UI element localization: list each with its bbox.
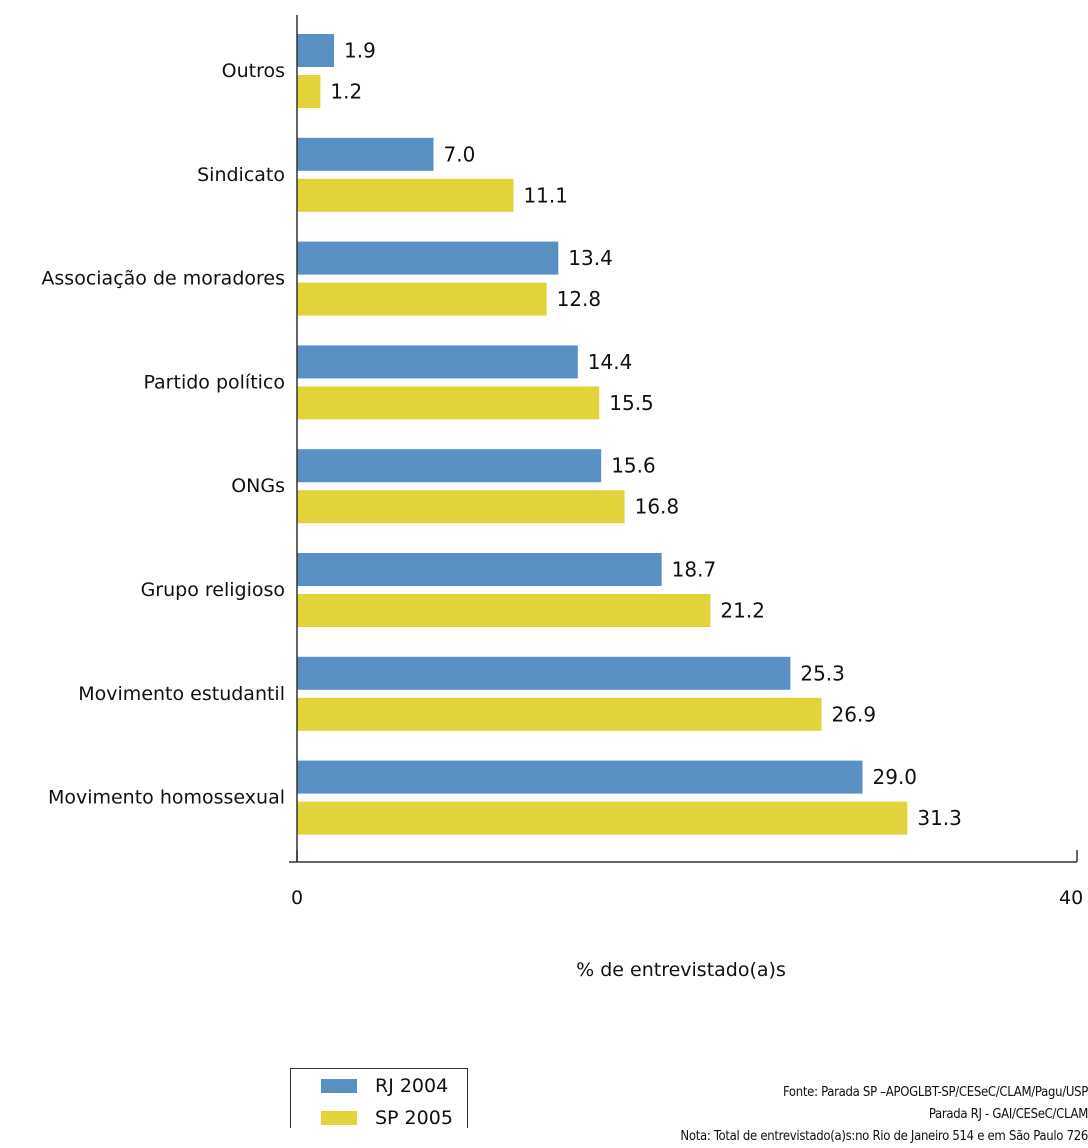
data-label: 7.0 <box>444 142 476 166</box>
category-label: Grupo religioso <box>141 579 285 601</box>
source-note-line: Fonte: Parada SP –APOGLBT-SP/CESeC/CLAM/… <box>782 1085 1088 1100</box>
category-label: Partido político <box>143 371 285 393</box>
bar-sp-2005 <box>297 282 547 316</box>
chart-svg: 1.9 1.2 Outros 7.0 11.1 Sindicato 13.4 12.8 Asso… <box>41 15 1083 981</box>
data-label: 18.7 <box>672 558 717 582</box>
bar-sp-2005 <box>297 75 321 108</box>
data-label: 26.9 <box>832 702 877 726</box>
data-label: 15.5 <box>609 391 654 415</box>
bar-sp-2005 <box>297 178 514 212</box>
source-note-line: Parada RJ - GAI/CESeC/CLAM <box>928 1107 1088 1122</box>
bar-rj-2004 <box>297 553 662 586</box>
category-label: Outros <box>222 60 285 82</box>
bar-rj-2004 <box>297 34 335 67</box>
category-label: ONGs <box>231 475 285 497</box>
bar-rj-2004 <box>297 656 791 690</box>
data-label: 29.0 <box>873 765 918 789</box>
legend-swatch-sp-2005 <box>321 1111 357 1125</box>
bar-sp-2005 <box>297 594 711 627</box>
bar-sp-2005 <box>297 697 822 731</box>
bar-sp-2005 <box>297 386 600 420</box>
legend-item-rj-2004: RJ 2004 <box>321 1074 448 1098</box>
data-label: 21.2 <box>720 599 765 623</box>
chart: 1.9 1.2 Outros 7.0 11.1 Sindicato 13.4 12.8 Asso… <box>41 15 1088 1144</box>
data-label: 15.6 <box>611 454 656 478</box>
category-label: Movimento estudantil <box>78 683 285 705</box>
x-axis-title: % de entrevistado(a)s <box>576 959 786 981</box>
data-label: 1.9 <box>344 39 376 63</box>
bar-rj-2004 <box>297 137 434 171</box>
legend-label-rj-2004: RJ 2004 <box>375 1075 449 1097</box>
category-label: Associação de moradores <box>41 268 285 290</box>
bar-sp-2005 <box>297 490 625 524</box>
data-label: 16.8 <box>635 495 680 519</box>
legend: RJ 2004 SP 2005 <box>290 1068 468 1130</box>
data-label: 13.4 <box>568 246 613 270</box>
category-label: Movimento homossexual <box>48 787 285 809</box>
bar-rj-2004 <box>297 449 602 483</box>
bar-rj-2004 <box>297 760 863 794</box>
dataset-note-line: Nota: Total de entrevistado(a)s:no Rio d… <box>680 1129 1088 1144</box>
legend-label-sp-2005: SP 2005 <box>375 1107 453 1129</box>
category-label: Sindicato <box>197 164 285 186</box>
legend-swatch-rj-2004 <box>321 1079 357 1093</box>
source-notes: Fonte: Parada SP –APOGLBT-SP/CESeC/CLAM/… <box>448 1082 1088 1148</box>
data-label: 1.2 <box>330 80 362 104</box>
bar-rj-2004 <box>297 345 578 379</box>
legend-item-sp-2005: SP 2005 <box>321 1106 453 1130</box>
data-label: 25.3 <box>800 661 845 685</box>
data-label: 11.1 <box>523 183 568 207</box>
x-tick-label: 0 <box>291 887 303 909</box>
bar-sp-2005 <box>297 801 908 835</box>
data-label: 14.4 <box>588 350 633 374</box>
x-tick-label: 40 <box>1059 887 1083 909</box>
data-label: 12.8 <box>557 287 602 311</box>
data-label: 31.3 <box>917 806 962 830</box>
bar-rj-2004 <box>297 241 559 275</box>
